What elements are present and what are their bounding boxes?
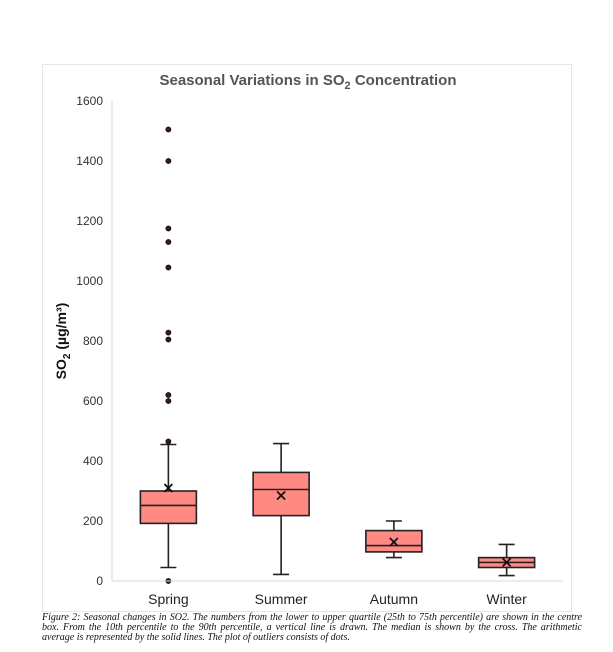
chart-frame: Seasonal Variations in SO2 Concentration… [42, 64, 572, 612]
x-category-label: Autumn [370, 591, 418, 607]
y-axis-label: SO2 (µg/m³) [53, 303, 73, 380]
plot-area [139, 126, 536, 584]
y-tick-label: 0 [96, 574, 103, 588]
chart-title-subscript: 2 [345, 80, 351, 92]
figure-caption: Figure 2: Seasonal changes in SO2. The n… [42, 612, 582, 643]
mean-marker-stroke [389, 537, 399, 547]
box-iqr [139, 490, 198, 525]
chart-title: Seasonal Variations in SO2 Concentration [159, 72, 456, 92]
outlier-point [165, 392, 172, 398]
y-tick-label: 600 [83, 394, 103, 408]
y-axis: 0 200 400 600 800 1000 1200 1400 1600 [76, 94, 113, 588]
mean-marker-stroke [163, 483, 174, 493]
mean-marker [389, 537, 399, 547]
box-autumn [365, 520, 423, 559]
outlier-point [165, 336, 172, 343]
mean-marker [276, 490, 286, 501]
y-tick-label: 400 [83, 454, 103, 468]
outlier-point [165, 225, 172, 232]
outlier-point [165, 329, 172, 336]
mean-marker [501, 557, 512, 568]
box-plot-chart: Seasonal Variations in SO2 Concentration… [53, 72, 563, 607]
y-tick-label: 1000 [76, 274, 103, 288]
outlier-point [165, 398, 172, 404]
y-tick-label: 1400 [76, 154, 103, 168]
x-category-label: Winter [486, 591, 527, 607]
outlier-point [165, 438, 172, 445]
outlier-point [165, 158, 172, 164]
mean-marker-stroke [276, 490, 286, 501]
x-axis: Spring Summer Autumn Winter [112, 580, 563, 607]
outlier-point [165, 239, 172, 245]
box-iqr [252, 471, 310, 517]
y-tick-label: 1200 [76, 214, 103, 228]
box-spring [139, 126, 198, 584]
mean-marker [163, 483, 174, 493]
y-tick-label: 1600 [76, 94, 103, 108]
outlier-point [165, 126, 172, 133]
box-winter [477, 543, 536, 577]
box-summer [252, 442, 310, 576]
outlier-point [165, 264, 172, 271]
x-category-label: Summer [255, 591, 308, 607]
y-tick-label: 200 [83, 514, 103, 528]
mean-marker-stroke [501, 557, 512, 568]
y-axis-label-subscript: 2 [62, 353, 73, 359]
y-tick-label: 800 [83, 334, 103, 348]
x-category-label: Spring [148, 591, 188, 607]
